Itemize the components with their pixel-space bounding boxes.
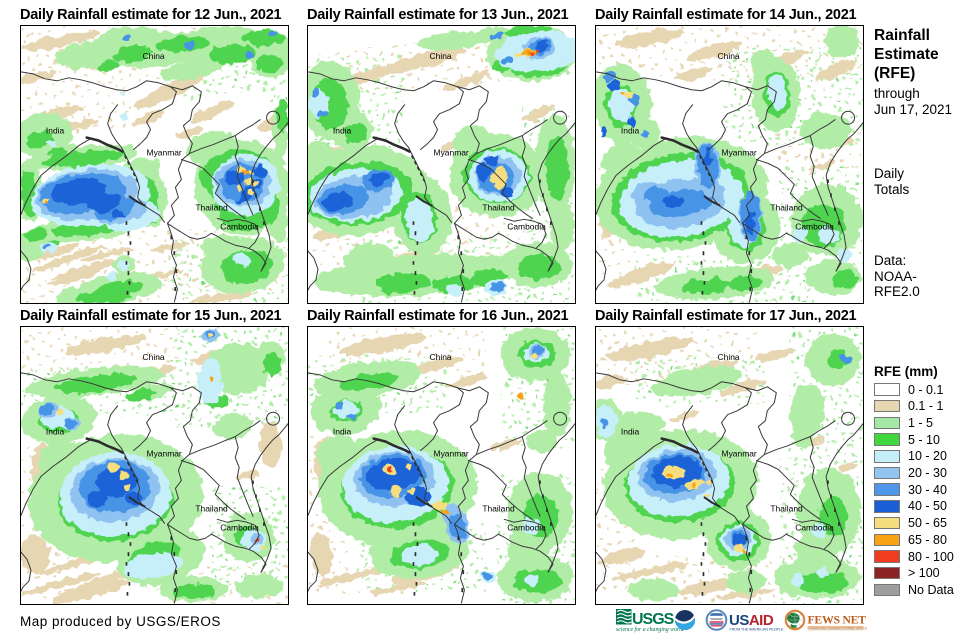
svg-text:FEWS NET: FEWS NET bbox=[808, 613, 867, 627]
svg-text:FAMINE EARLY WARNING SYSTEMS N: FAMINE EARLY WARNING SYSTEMS NETWORK bbox=[809, 627, 868, 631]
svg-text:FROM THE AMERICAN PEOPLE: FROM THE AMERICAN PEOPLE bbox=[730, 628, 784, 632]
svg-text:USGS: USGS bbox=[632, 611, 675, 628]
svg-text:science for a changing world: science for a changing world bbox=[616, 626, 684, 633]
svg-text:USAID: USAID bbox=[729, 612, 774, 629]
